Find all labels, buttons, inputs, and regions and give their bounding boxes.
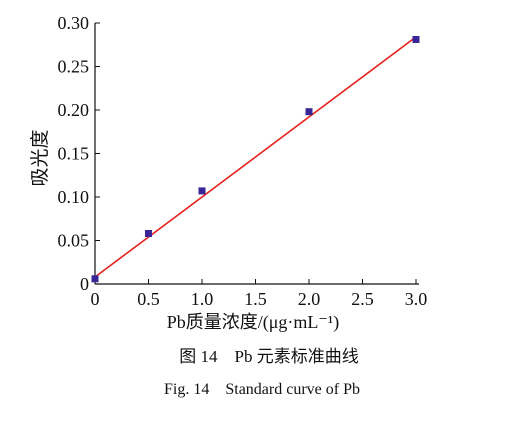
y-tick-label: 0.30 bbox=[58, 13, 90, 33]
y-tick-label: 0.10 bbox=[58, 187, 90, 207]
figure-caption-cn: 图 14 Pb 元素标准曲线 bbox=[179, 347, 358, 366]
x-tick-label: 0.5 bbox=[137, 289, 160, 309]
fit-line bbox=[94, 36, 417, 278]
data-point bbox=[305, 108, 313, 116]
y-tick-label: 0.05 bbox=[58, 231, 90, 251]
y-tick-label: 0.25 bbox=[58, 57, 90, 77]
x-tick-label: 2.0 bbox=[298, 289, 321, 309]
y-axis-label: 吸光度 bbox=[29, 129, 51, 186]
x-ticks: 0 0.5 1.0 1.5 2.0 2.5 3.0 bbox=[91, 279, 428, 309]
data-point bbox=[198, 187, 206, 195]
y-tick-label: 0 bbox=[80, 274, 89, 294]
x-tick-label: 3.0 bbox=[405, 289, 428, 309]
x-tick-label: 2.5 bbox=[351, 289, 374, 309]
x-tick-label: 1.0 bbox=[191, 289, 214, 309]
y-tick-label: 0.20 bbox=[58, 100, 90, 120]
x-axis-label: Pb质量浓度/(μg·mL⁻¹) bbox=[167, 312, 340, 333]
data-point bbox=[145, 230, 152, 237]
y-ticks: 0 0.05 0.10 0.15 0.20 0.25 0.30 bbox=[58, 13, 100, 294]
data-point bbox=[412, 36, 420, 43]
series-layer bbox=[91, 36, 420, 283]
x-tick-label: 1.5 bbox=[244, 289, 267, 309]
x-tick-label: 0 bbox=[91, 289, 100, 309]
figure-caption-en: Fig. 14 Standard curve of Pb bbox=[164, 381, 360, 398]
data-point bbox=[91, 275, 99, 283]
y-tick-label: 0.15 bbox=[58, 144, 90, 164]
plot-area: 0 0.05 0.10 0.15 0.20 0.25 0.30 0 0.5 1.0 1.5 2.0 2… bbox=[58, 13, 428, 309]
